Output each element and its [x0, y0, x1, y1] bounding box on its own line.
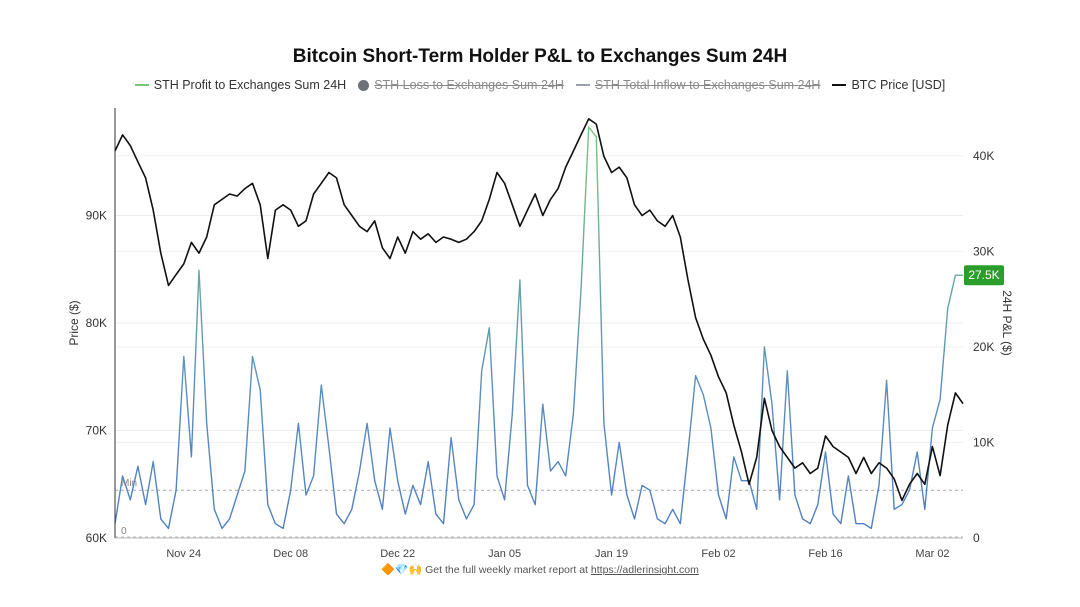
y-right-tick-label: 40K [973, 149, 994, 163]
x-tick-label: Nov 24 [166, 548, 201, 560]
legend-item-sth-total-inflow[interactable]: STH Total Inflow to Exchanges Sum 24H [575, 78, 821, 92]
btc-price-layer [114, 118, 964, 502]
legend-swatch-sth-total-inflow [575, 84, 590, 86]
legend-label-sth-total-inflow: STH Total Inflow to Exchanges Sum 24H [594, 78, 821, 92]
legend-label-sth-profit: STH Profit to Exchanges Sum 24H [153, 78, 347, 92]
x-tick-label: Jan 05 [488, 548, 521, 560]
min-line-label: Min [121, 478, 137, 489]
y-right-tick-label: 20K [973, 340, 994, 354]
axes: 60K 70K 80K 90K 0 10K 20K 30K 40K Price ($) 24H P&… [67, 108, 1014, 560]
legend-swatch-btc-price [832, 84, 847, 86]
footer-text: Get the full weekly market report at [425, 564, 588, 576]
y-left-tick-label: 60K [86, 531, 107, 545]
y-left-tick-label: 80K [86, 316, 107, 330]
y-left-axis-title: Price ($) [67, 300, 81, 345]
x-tick-label: Dec 22 [380, 548, 415, 560]
y-right-axis-title: 24H P&L ($) [1000, 290, 1014, 356]
x-tick-label: Mar 02 [915, 548, 949, 560]
current-value-label: 27.5K [968, 268, 999, 282]
legend: STH Profit to Exchanges Sum 24H STH Loss… [0, 78, 1080, 92]
legend-swatch-sth-loss [358, 79, 370, 91]
current-value-badge [964, 265, 1004, 286]
legend-label-sth-loss: STH Loss to Exchanges Sum 24H [374, 78, 564, 92]
legend-label-btc-price: BTC Price [USD] [851, 78, 946, 92]
x-tick-label: Feb 16 [808, 548, 842, 560]
legend-item-sth-loss[interactable]: STH Loss to Exchanges Sum 24H [358, 78, 564, 92]
x-tick-label: Jan 19 [595, 548, 628, 560]
legend-item-btc-price[interactable]: BTC Price [USD] [832, 78, 945, 92]
y-right-tick-label: 0 [973, 531, 980, 545]
y-right-tick-label: 30K [973, 244, 994, 258]
zero-line-label: 0 [121, 526, 127, 537]
footer-emojis: 🔶💎🙌 [381, 564, 423, 576]
y-left-tick-label: 70K [86, 424, 107, 438]
y-left-tick-label: 90K [86, 209, 107, 223]
legend-item-sth-profit[interactable]: STH Profit to Exchanges Sum 24H [134, 78, 347, 92]
sth-profit-line [114, 126, 963, 530]
x-tick-label: Dec 08 [273, 548, 308, 560]
footer-link[interactable]: https://adlerinsight.com [590, 564, 699, 576]
btc-price-line [114, 118, 964, 502]
chart-title: Bitcoin Short-Term Holder P&L to Exchang… [292, 46, 788, 67]
sth-profit-layer [114, 126, 963, 530]
y-right-tick-label: 10K [973, 435, 994, 449]
legend-swatch-sth-profit [134, 84, 149, 86]
x-tick-label: Feb 02 [701, 548, 735, 560]
footer: 🔶💎🙌 Get the full weekly market report at… [0, 563, 1080, 576]
